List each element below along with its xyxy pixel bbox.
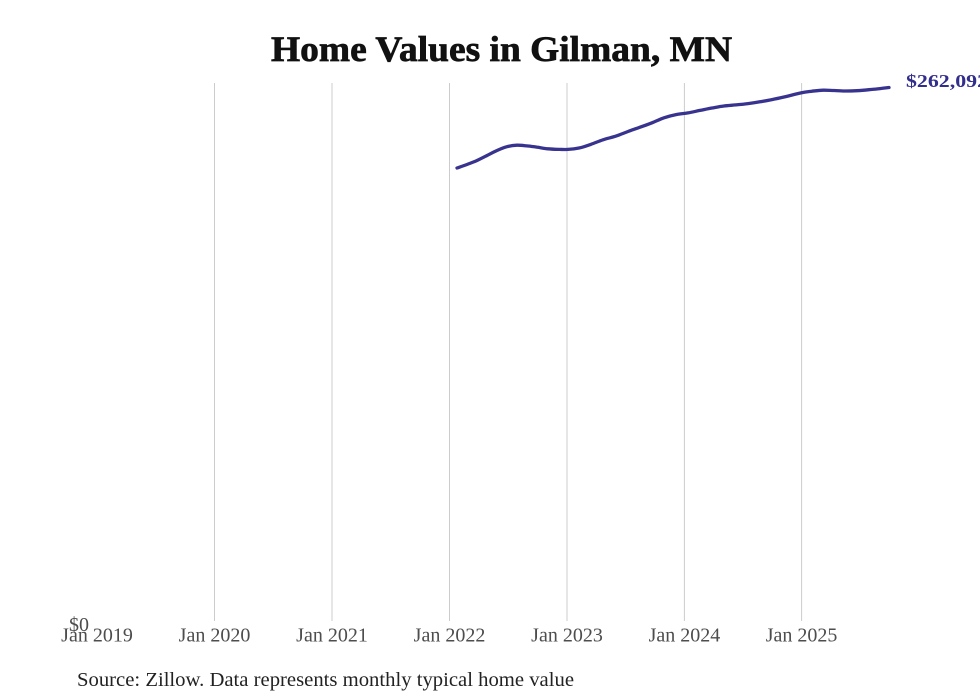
svg-text:Home Values in Gilman, MN: Home Values in Gilman, MN bbox=[271, 29, 732, 69]
svg-text:Jan 2020: Jan 2020 bbox=[179, 625, 251, 647]
svg-text:$0: $0 bbox=[69, 614, 89, 636]
svg-text:Jan 2025: Jan 2025 bbox=[766, 625, 838, 647]
svg-text:$262,092: $262,092 bbox=[906, 71, 980, 91]
svg-text:Jan 2022: Jan 2022 bbox=[414, 625, 486, 647]
svg-text:Jan 2021: Jan 2021 bbox=[296, 625, 368, 647]
svg-text:Jan 2023: Jan 2023 bbox=[531, 625, 603, 647]
svg-text:Jan 2024: Jan 2024 bbox=[649, 625, 721, 647]
svg-text:Source: Zillow. Data represent: Source: Zillow. Data represents monthly … bbox=[77, 669, 574, 691]
svg-text:Jan 2019: Jan 2019 bbox=[61, 625, 133, 647]
